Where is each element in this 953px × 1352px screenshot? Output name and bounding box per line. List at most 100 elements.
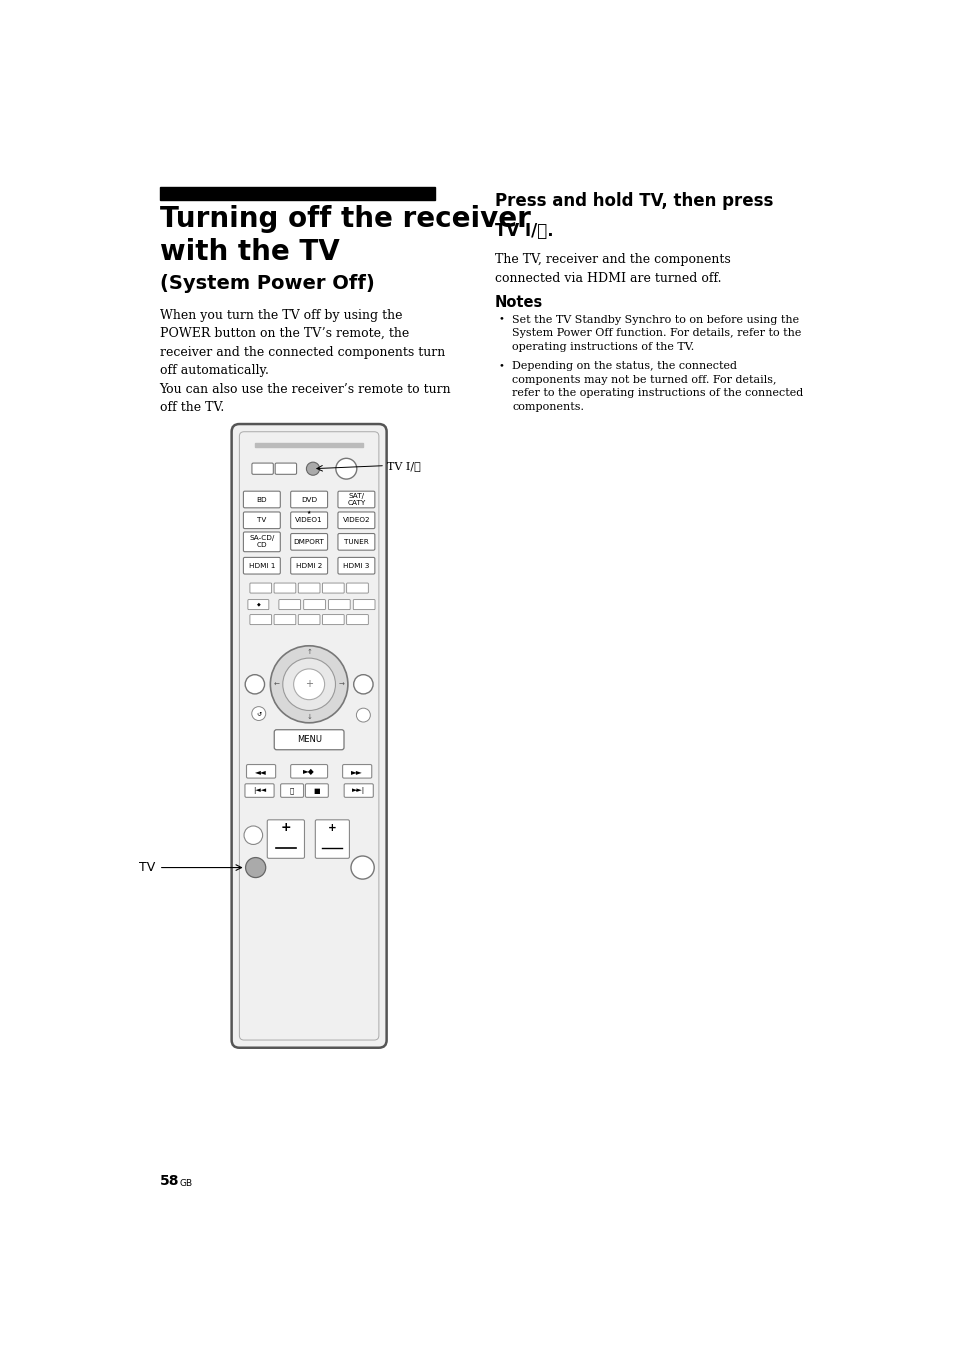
Text: TV: TV bbox=[139, 861, 155, 873]
FancyBboxPatch shape bbox=[291, 491, 327, 508]
Text: Depending on the status, the connected
components may not be turned off. For det: Depending on the status, the connected c… bbox=[512, 361, 802, 412]
FancyBboxPatch shape bbox=[232, 425, 386, 1048]
FancyBboxPatch shape bbox=[337, 557, 375, 575]
Circle shape bbox=[245, 857, 266, 877]
Circle shape bbox=[252, 707, 266, 721]
FancyBboxPatch shape bbox=[291, 534, 327, 550]
Text: VIDEO1: VIDEO1 bbox=[295, 518, 323, 523]
Text: Set the TV Standby Synchro to on before using the
System Power Off function. For: Set the TV Standby Synchro to on before … bbox=[512, 315, 801, 352]
FancyBboxPatch shape bbox=[248, 599, 269, 610]
FancyBboxPatch shape bbox=[243, 557, 280, 575]
Text: HDMI 3: HDMI 3 bbox=[343, 562, 369, 569]
Text: +: + bbox=[305, 679, 313, 690]
Text: HDMI 1: HDMI 1 bbox=[249, 562, 274, 569]
Circle shape bbox=[306, 462, 319, 476]
FancyBboxPatch shape bbox=[328, 599, 350, 610]
Circle shape bbox=[351, 856, 374, 879]
Text: SA-CD/
CD: SA-CD/ CD bbox=[249, 535, 274, 549]
FancyBboxPatch shape bbox=[267, 819, 304, 859]
Text: Notes: Notes bbox=[495, 295, 543, 310]
Text: •: • bbox=[498, 315, 504, 323]
Text: →: → bbox=[338, 681, 344, 687]
Text: ■: ■ bbox=[314, 788, 320, 794]
FancyBboxPatch shape bbox=[280, 784, 303, 798]
Circle shape bbox=[245, 675, 264, 694]
Text: MENU: MENU bbox=[296, 735, 321, 744]
FancyBboxPatch shape bbox=[243, 491, 280, 508]
Text: ►◆: ►◆ bbox=[303, 767, 314, 776]
FancyBboxPatch shape bbox=[303, 599, 325, 610]
Text: BD: BD bbox=[256, 496, 267, 503]
Text: +: + bbox=[328, 822, 336, 833]
Text: TV: TV bbox=[257, 518, 266, 523]
Text: ◄◄: ◄◄ bbox=[255, 767, 267, 776]
FancyBboxPatch shape bbox=[337, 491, 375, 508]
FancyBboxPatch shape bbox=[346, 583, 368, 594]
Circle shape bbox=[244, 826, 262, 845]
Text: ◆: ◆ bbox=[256, 602, 260, 607]
Text: VIDEO2: VIDEO2 bbox=[342, 518, 370, 523]
FancyBboxPatch shape bbox=[291, 557, 327, 575]
Text: ↓: ↓ bbox=[306, 714, 312, 719]
Text: TV I/⏻: TV I/⏻ bbox=[386, 461, 420, 470]
FancyBboxPatch shape bbox=[274, 464, 296, 475]
Text: 58: 58 bbox=[159, 1174, 179, 1188]
Text: ⏸: ⏸ bbox=[290, 787, 294, 794]
Text: SAT/
CATY: SAT/ CATY bbox=[347, 493, 365, 506]
Text: (System Power Off): (System Power Off) bbox=[159, 274, 374, 293]
Text: TV I/⏻.: TV I/⏻. bbox=[495, 222, 553, 239]
FancyBboxPatch shape bbox=[337, 512, 375, 529]
FancyBboxPatch shape bbox=[305, 784, 328, 798]
Text: •: • bbox=[498, 361, 504, 370]
Circle shape bbox=[335, 458, 356, 479]
Circle shape bbox=[294, 669, 324, 700]
Text: TUNER: TUNER bbox=[344, 539, 369, 545]
FancyBboxPatch shape bbox=[243, 531, 280, 552]
Circle shape bbox=[282, 658, 335, 711]
Text: +: + bbox=[280, 821, 291, 834]
FancyBboxPatch shape bbox=[322, 615, 344, 625]
FancyBboxPatch shape bbox=[245, 784, 274, 798]
FancyBboxPatch shape bbox=[342, 764, 372, 779]
Circle shape bbox=[354, 675, 373, 694]
FancyBboxPatch shape bbox=[252, 464, 273, 475]
Circle shape bbox=[270, 646, 348, 723]
Text: GB: GB bbox=[179, 1179, 193, 1188]
FancyBboxPatch shape bbox=[274, 615, 295, 625]
Text: HDMI 2: HDMI 2 bbox=[295, 562, 322, 569]
Bar bbox=[159, 187, 435, 200]
Text: ←: ← bbox=[274, 681, 279, 687]
Text: Press and hold TV, then press: Press and hold TV, then press bbox=[495, 192, 773, 210]
FancyBboxPatch shape bbox=[298, 583, 319, 594]
FancyBboxPatch shape bbox=[243, 512, 280, 529]
FancyBboxPatch shape bbox=[298, 615, 319, 625]
FancyBboxPatch shape bbox=[315, 819, 349, 859]
FancyBboxPatch shape bbox=[250, 615, 272, 625]
Text: Turning off the receiver: Turning off the receiver bbox=[159, 206, 530, 234]
FancyBboxPatch shape bbox=[274, 730, 344, 750]
Circle shape bbox=[356, 708, 370, 722]
FancyBboxPatch shape bbox=[291, 764, 327, 779]
Text: with the TV: with the TV bbox=[159, 238, 339, 266]
FancyBboxPatch shape bbox=[246, 764, 275, 779]
Text: ↑: ↑ bbox=[306, 649, 312, 654]
Text: DMPORT: DMPORT bbox=[294, 539, 324, 545]
FancyBboxPatch shape bbox=[274, 583, 295, 594]
Text: ►►|: ►►| bbox=[352, 787, 365, 794]
FancyBboxPatch shape bbox=[250, 583, 272, 594]
FancyBboxPatch shape bbox=[278, 599, 300, 610]
Text: ↺: ↺ bbox=[255, 711, 261, 717]
Text: |◄◄: |◄◄ bbox=[253, 787, 266, 794]
FancyBboxPatch shape bbox=[346, 615, 368, 625]
FancyBboxPatch shape bbox=[353, 599, 375, 610]
Text: DVD: DVD bbox=[301, 496, 316, 503]
FancyBboxPatch shape bbox=[322, 583, 344, 594]
Text: The TV, receiver and the components
connected via HDMI are turned off.: The TV, receiver and the components conn… bbox=[495, 253, 730, 285]
FancyBboxPatch shape bbox=[337, 534, 375, 550]
FancyBboxPatch shape bbox=[291, 512, 327, 529]
Bar bbox=[254, 443, 363, 448]
Text: ★: ★ bbox=[307, 510, 311, 515]
Text: ►►: ►► bbox=[351, 767, 363, 776]
Text: When you turn the TV off by using the
POWER button on the TV’s remote, the
recei: When you turn the TV off by using the PO… bbox=[159, 308, 451, 414]
FancyBboxPatch shape bbox=[344, 784, 373, 798]
